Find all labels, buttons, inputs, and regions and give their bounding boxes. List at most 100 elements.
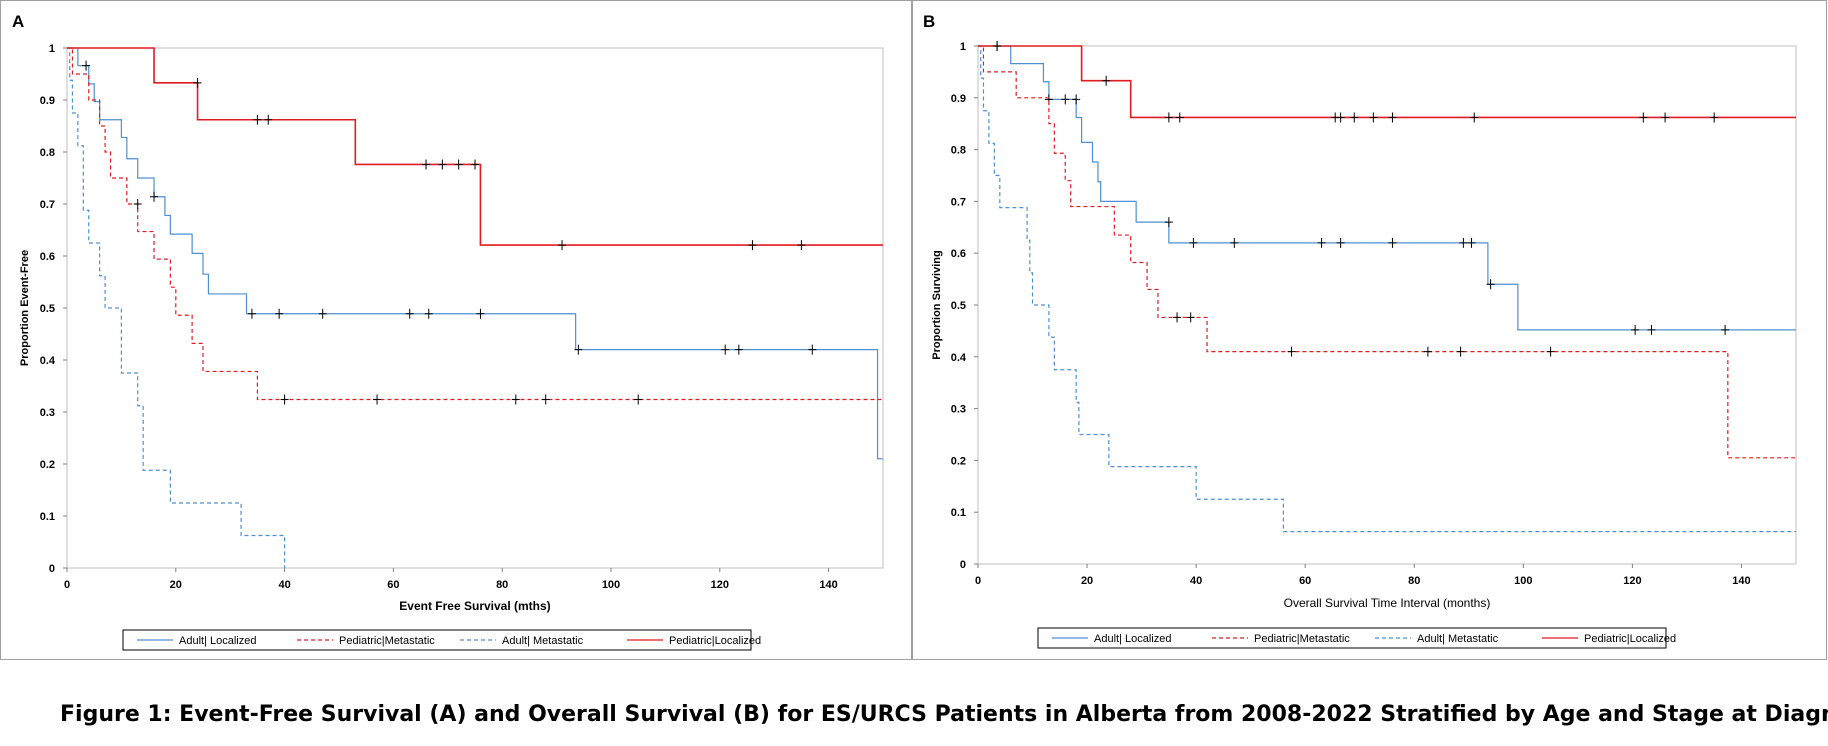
y-tick-label: 0 <box>49 563 55 575</box>
legend-label: Adult| Localized <box>1094 633 1171 645</box>
censor-mark <box>150 191 159 202</box>
censor-mark <box>373 394 382 405</box>
x-axis-title: Event Free Survival (mths) <box>399 599 550 613</box>
censor-mark <box>721 344 730 355</box>
legend: Adult| Localized Pediatric|Metastatic Adul… <box>122 629 761 651</box>
censor-mark <box>1189 237 1198 248</box>
x-tick-label: 40 <box>278 579 290 591</box>
x-tick-label: 40 <box>1190 575 1202 587</box>
series-pediatric-localized <box>67 47 883 251</box>
chart-panel-b: B 0 0.1 0.2 0.3 0.4 0.5 0.6 0.7 0.8 0.9 1 0 20 40 60 80 1… <box>923 12 1797 649</box>
censor-mark <box>1388 237 1397 248</box>
censor-mark <box>264 114 273 125</box>
censor-mark <box>1186 312 1195 323</box>
y-tick-label: 0.1 <box>951 507 966 519</box>
x-tick-label: 80 <box>1408 575 1420 587</box>
censor-mark <box>253 114 262 125</box>
chart-panel-a: A 0 0.1 0.2 0.3 0.4 0.5 0.6 0.7 0.8 0.9 1 0 20 40 60 80 1… <box>12 12 884 651</box>
censor-mark <box>1388 112 1397 123</box>
y-tick-label: 0.9 <box>40 95 55 107</box>
censor-mark <box>471 159 479 170</box>
censor-mark <box>1423 346 1432 357</box>
y-axis-title: Proportion Event-Free <box>19 250 31 366</box>
y-tick-label: 0 <box>960 559 966 571</box>
panel-frame-a <box>0 0 912 660</box>
censor-mark <box>1631 324 1640 335</box>
survival-curve <box>978 45 1796 533</box>
x-tick-label: 140 <box>1732 575 1750 587</box>
y-tick-label: 0.9 <box>951 93 966 105</box>
censor-mark <box>1336 237 1345 248</box>
censor-mark <box>1470 112 1479 123</box>
series-adult-localized <box>978 41 1796 335</box>
censor-mark <box>476 308 485 319</box>
censor-mark <box>634 394 643 405</box>
y-tick-label: 0.1 <box>40 511 55 523</box>
censor-mark <box>1721 324 1730 335</box>
censor-mark <box>1467 237 1476 248</box>
censor-mark <box>1459 237 1468 248</box>
series-adult-metastatic <box>978 45 1796 533</box>
censor-mark <box>734 344 743 355</box>
legend-label: Pediatric|Metastatic <box>339 635 435 647</box>
censor-mark <box>1164 112 1173 123</box>
censor-mark <box>1336 112 1345 123</box>
legend-box <box>122 629 752 651</box>
survival-curve <box>67 47 883 401</box>
censor-mark <box>808 344 817 355</box>
x-tick-label: 20 <box>170 579 182 591</box>
censor-mark <box>748 240 757 251</box>
x-tick-label: 100 <box>602 579 620 591</box>
x-tick-label: 120 <box>711 579 729 591</box>
legend-box <box>1037 627 1667 649</box>
y-tick-label: 0.5 <box>951 300 966 312</box>
x-axis-title: Overall Survival Time Interval (months) <box>1284 596 1491 610</box>
censor-mark <box>422 159 431 170</box>
censor-mark <box>1639 112 1648 123</box>
y-tick-label: 0.4 <box>951 352 967 364</box>
censor-mark <box>574 344 583 355</box>
y-axis-title: Proportion Surviving <box>931 250 943 359</box>
panel-label: A <box>12 12 24 31</box>
x-tick-label: 140 <box>819 579 837 591</box>
y-tick-label: 0.8 <box>40 147 55 159</box>
censor-mark <box>1350 112 1359 123</box>
censor-mark <box>1369 112 1378 123</box>
y-tick-label: 1 <box>49 43 55 55</box>
censor-mark <box>280 394 289 405</box>
x-tick-label: 60 <box>387 579 399 591</box>
x-tick-label: 100 <box>1514 575 1532 587</box>
y-tick-label: 0.6 <box>951 248 966 260</box>
y-tick-label: 0.3 <box>951 404 966 416</box>
legend: Adult| Localized Pediatric|Metastatic Adul… <box>1037 627 1676 649</box>
y-tick-label: 0.7 <box>40 199 55 211</box>
censor-mark <box>511 394 520 405</box>
censor-mark <box>993 41 1002 51</box>
censor-mark <box>193 77 202 88</box>
panel-label: B <box>923 12 935 31</box>
censor-mark <box>1647 324 1656 335</box>
survival-curve <box>67 47 286 568</box>
censor-mark <box>541 394 550 405</box>
y-tick-label: 0.4 <box>40 355 56 367</box>
censor-mark <box>1072 94 1081 105</box>
censor-mark <box>82 60 91 71</box>
survival-curve <box>978 45 1796 331</box>
censor-mark <box>318 308 327 319</box>
x-tick-label: 80 <box>496 579 508 591</box>
legend-label: Adult| Localized <box>179 635 256 647</box>
censor-mark <box>1230 237 1239 248</box>
x-tick-label: 0 <box>64 579 70 591</box>
survival-curve <box>978 45 1796 459</box>
censor-mark <box>558 240 567 251</box>
censor-mark <box>1710 112 1719 123</box>
survival-curve <box>67 47 883 246</box>
y-tick-label: 0.7 <box>951 196 966 208</box>
legend-label: Adult| Metastatic <box>1417 633 1499 645</box>
censor-mark <box>797 240 806 251</box>
y-tick-label: 0.8 <box>951 145 966 157</box>
series-adult-localized <box>67 47 883 460</box>
y-tick-label: 0.5 <box>40 303 55 315</box>
censor-mark <box>1102 75 1111 86</box>
